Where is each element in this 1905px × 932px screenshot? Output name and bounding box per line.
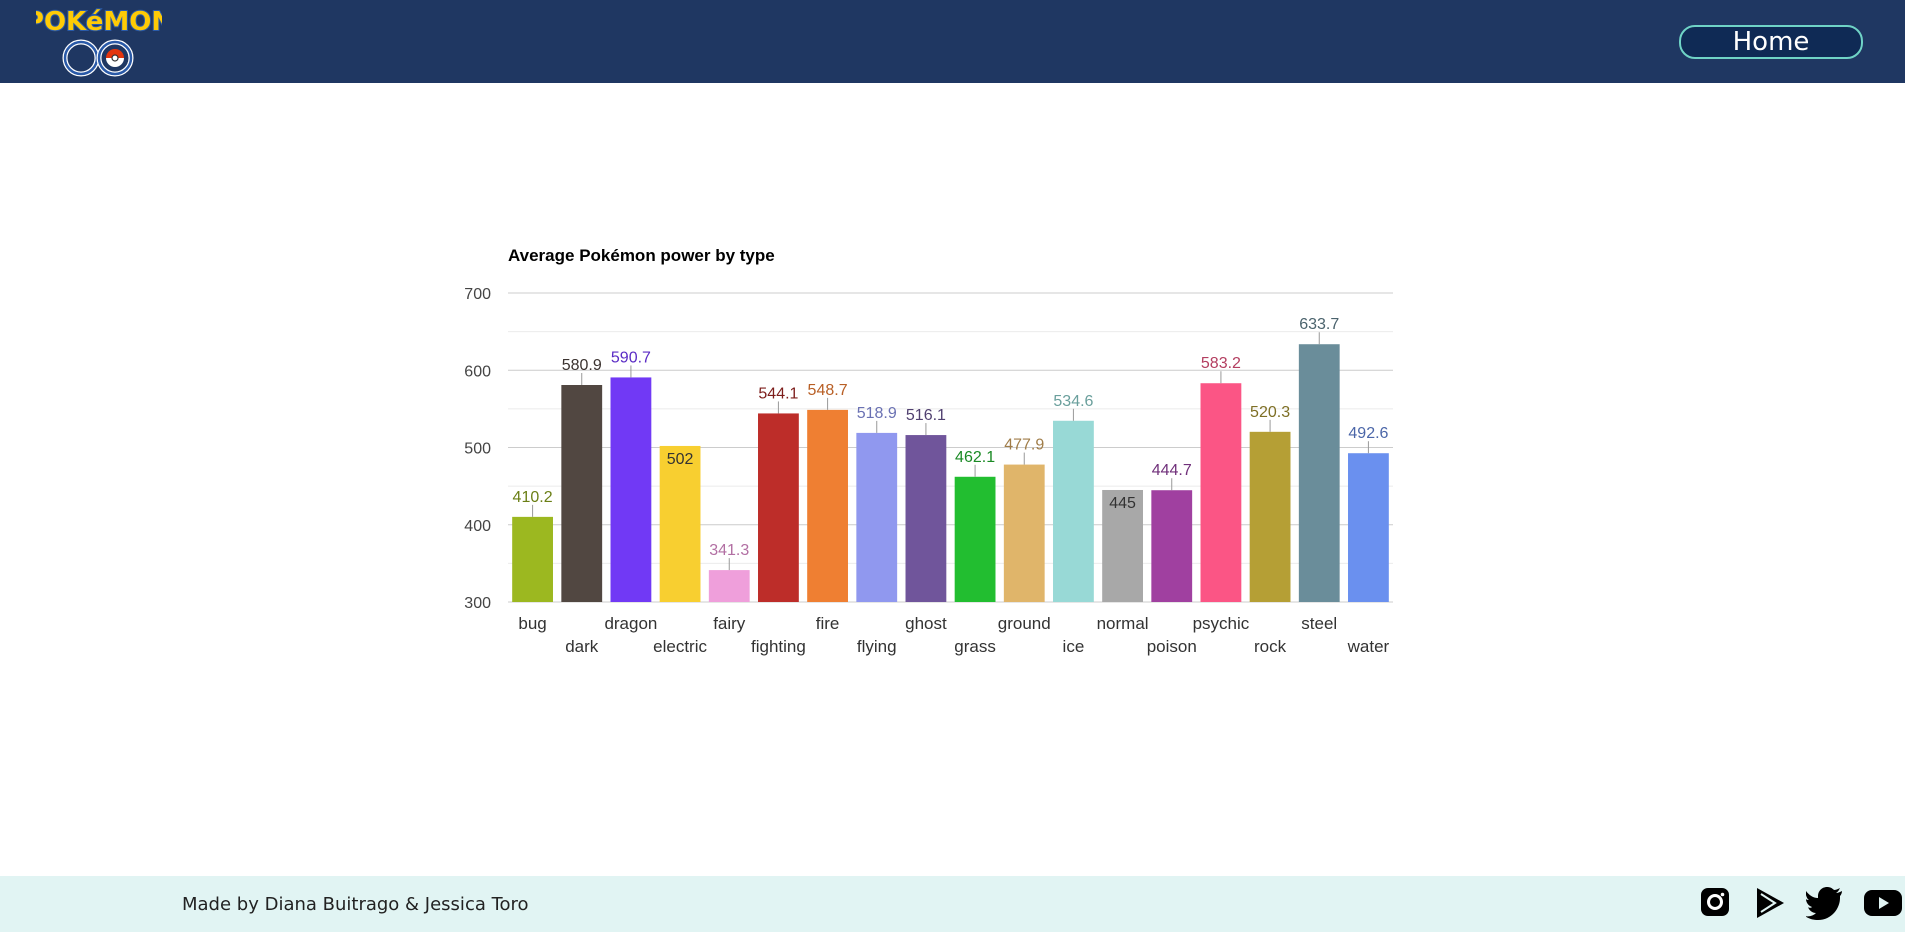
y-tick-label: 600 [464, 363, 491, 380]
top-navbar: POKéMON Home [0, 0, 1905, 83]
y-axis: 300 400 500 600 700 [464, 286, 491, 612]
data-label-fighting: 544.1 [758, 385, 798, 402]
data-label-fire: 548.7 [808, 382, 848, 399]
instagram-icon[interactable] [1699, 886, 1735, 922]
bar-bug [512, 516, 553, 602]
bar-ice [1053, 420, 1094, 602]
data-label-normal: 445 [1109, 495, 1136, 512]
x-tick-label-ground: ground [998, 614, 1051, 633]
data-label-steel: 633.7 [1299, 316, 1339, 333]
pokemon-go-logo[interactable]: POKéMON [36, 0, 162, 80]
data-label-ghost: 516.1 [906, 407, 946, 424]
x-tick-label-steel: steel [1301, 614, 1337, 633]
x-tick-label-water: water [1347, 637, 1390, 656]
y-tick-label: 400 [464, 518, 491, 535]
x-tick-label-rock: rock [1254, 637, 1287, 656]
data-label-electric: 502 [667, 451, 694, 468]
google-play-icon[interactable] [1753, 886, 1789, 922]
data-label-ice: 534.6 [1053, 393, 1093, 410]
x-tick-label-ghost: ghost [905, 614, 947, 633]
x-tick-label-electric: electric [653, 637, 707, 656]
data-label-water: 492.6 [1348, 425, 1388, 442]
bar-dark [561, 385, 603, 602]
twitter-icon[interactable] [1805, 886, 1842, 922]
bar-rock [1249, 431, 1291, 602]
x-tick-label-dragon: dragon [604, 614, 657, 633]
x-tick-label-poison: poison [1147, 637, 1197, 656]
x-tick-label-normal: normal [1097, 614, 1149, 633]
svg-text:POKéMON: POKéMON [36, 7, 162, 37]
y-tick-label: 700 [464, 286, 491, 303]
bar-fairy [708, 570, 750, 602]
home-button[interactable]: Home [1679, 25, 1863, 59]
bar-steel [1298, 344, 1340, 602]
bar-psychic [1200, 383, 1242, 602]
bar-fighting [758, 413, 799, 602]
y-tick-label: 500 [464, 441, 491, 458]
data-label-bug: 410.2 [513, 489, 553, 506]
data-label-rock: 520.3 [1250, 404, 1290, 421]
x-tick-label-flying: flying [857, 637, 897, 656]
data-label-dark: 580.9 [562, 357, 602, 374]
bar-water [1348, 453, 1389, 602]
x-tick-label-ice: ice [1063, 637, 1085, 656]
average-power-chart: 300 400 500 600 700 410.2 580.9 590.7 502 341.3 5… [440, 235, 1400, 675]
x-tick-label-fighting: fighting [751, 637, 806, 656]
data-label-fairy: 341.3 [709, 542, 749, 559]
data-label-grass: 462.1 [955, 449, 995, 466]
chart-grid [508, 292, 1393, 603]
logo-wordmark: POKéMON [36, 6, 162, 77]
youtube-icon[interactable] [1863, 886, 1902, 922]
data-label-ground: 477.9 [1004, 437, 1044, 454]
bar-poison [1151, 490, 1193, 602]
bar-flying [856, 432, 898, 602]
bar-ground [1003, 464, 1045, 602]
y-tick-label: 300 [464, 595, 491, 612]
x-tick-label-fire: fire [816, 614, 840, 633]
credits-text: Made by Diana Buitrago & Jessica Toro [182, 894, 529, 915]
x-tick-label-bug: bug [518, 614, 546, 633]
data-label-dragon: 590.7 [611, 349, 651, 366]
x-tick-label-fairy: fairy [713, 614, 746, 633]
x-tick-label-dark: dark [565, 637, 599, 656]
bar-ghost [905, 435, 947, 602]
x-tick-label-psychic: psychic [1193, 614, 1250, 633]
footer: Made by Diana Buitrago & Jessica Toro [0, 876, 1905, 932]
bar-electric [659, 445, 701, 602]
bar-grass [954, 476, 996, 602]
bar-dragon [610, 377, 652, 602]
chart-svg: 300 400 500 600 700 410.2 580.9 590.7 502 341.3 5… [464, 246, 1393, 656]
bars: 410.2 580.9 590.7 502 341.3 544.1 548.7 518.9 51… [512, 316, 1389, 602]
chart-title: Average Pokémon power by type [508, 246, 775, 265]
bar-normal [1102, 489, 1143, 602]
x-tick-label-grass: grass [954, 637, 996, 656]
data-label-flying: 518.9 [857, 405, 897, 422]
data-label-poison: 444.7 [1152, 462, 1192, 479]
data-label-psychic: 583.2 [1201, 355, 1241, 372]
bar-fire [807, 409, 848, 602]
